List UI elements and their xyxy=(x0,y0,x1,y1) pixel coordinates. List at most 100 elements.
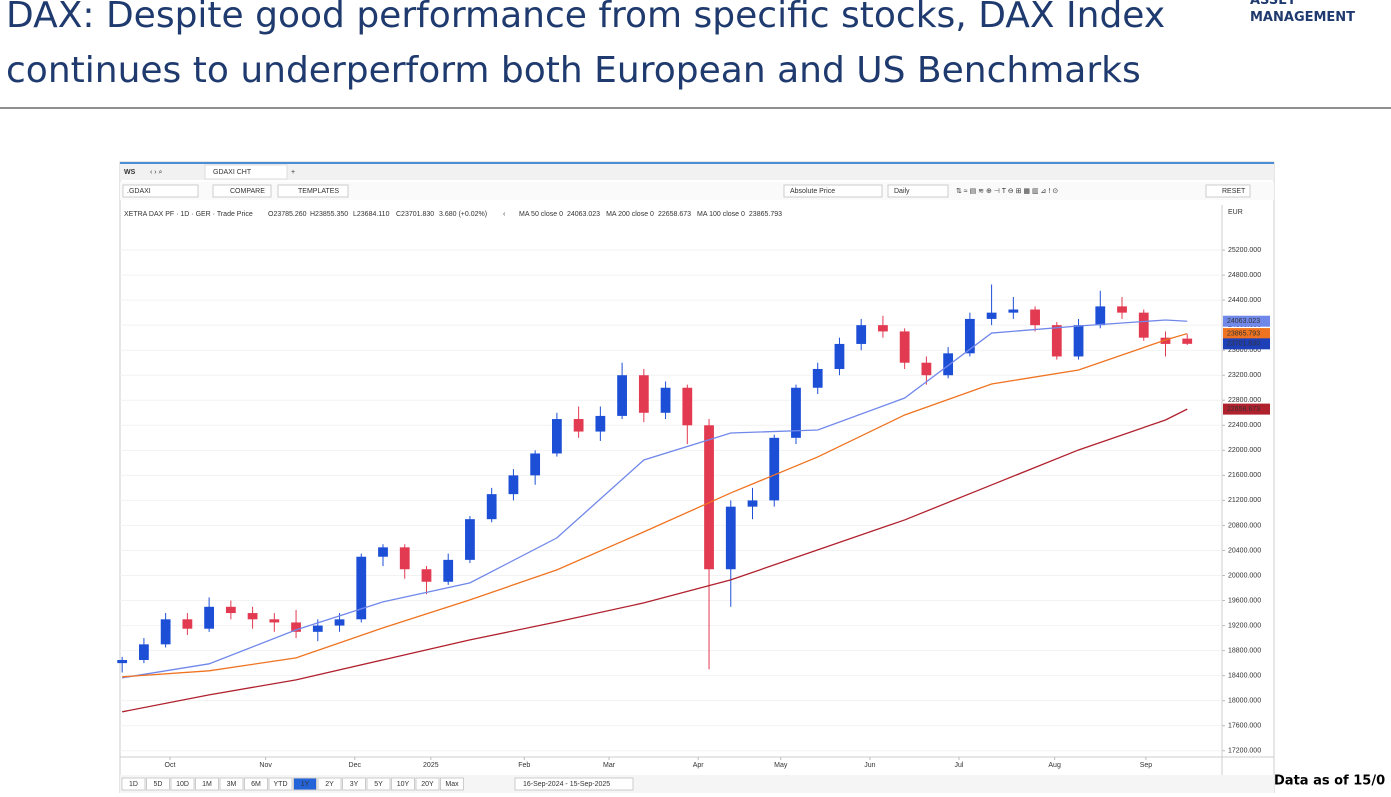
x-tick-label: Aug xyxy=(1048,762,1061,769)
candle-body xyxy=(1030,309,1040,326)
range-button[interactable] xyxy=(268,777,293,791)
price-badge-label: 24063.023 xyxy=(1227,318,1260,325)
candle-body xyxy=(117,659,128,664)
legend-entry: MA 100 close 0 xyxy=(697,211,745,218)
candle-body xyxy=(834,343,845,369)
range-label: 2Y xyxy=(325,781,334,788)
candle-body xyxy=(725,506,736,570)
range-label: 5D xyxy=(154,781,163,788)
price-badge-label: 23701.830 xyxy=(1227,341,1260,348)
range-button[interactable] xyxy=(293,777,317,791)
candle-body xyxy=(682,387,693,426)
interval: Daily xyxy=(894,188,910,195)
candle-body xyxy=(182,619,193,629)
range-button[interactable] xyxy=(121,777,146,791)
candle-body xyxy=(204,606,215,629)
y-tick-label: 22800.000 xyxy=(1228,397,1261,404)
tool-icons: ⇅ ≈ ▤ ≋ ⊕ ⊣ T ⊖ ⊞ ▦ ▥ ⊿ ! ⊙ xyxy=(956,188,1058,195)
range-button[interactable] xyxy=(342,777,366,791)
candle-body xyxy=(356,556,367,620)
y-tick-label: 18000.000 xyxy=(1228,698,1261,705)
y-tick-label: 19200.000 xyxy=(1228,622,1261,629)
y-tick-label: 18800.000 xyxy=(1228,647,1261,654)
range-button[interactable] xyxy=(219,777,244,791)
price-badge xyxy=(1223,338,1270,350)
candle-body xyxy=(704,425,714,570)
y-tick-label: 23200.000 xyxy=(1228,372,1261,379)
templates-button[interactable] xyxy=(277,184,349,198)
range-button[interactable] xyxy=(415,777,440,791)
title-line: continues to underperform both European … xyxy=(6,50,1141,91)
candle-body xyxy=(1160,337,1171,344)
date-range-box[interactable] xyxy=(514,777,634,791)
legend-value: 24063.023 xyxy=(567,211,600,218)
candle-body xyxy=(986,312,997,319)
tab[interactable] xyxy=(204,164,288,180)
candle-body xyxy=(812,368,823,388)
x-tick-label: Sep xyxy=(1140,762,1153,769)
range-buttons: 1D 5D 10D 1M 3M 6M YTD 1Y 2Y 3Y 5Y 10Y 20Y Max xyxy=(121,777,464,791)
candle-body xyxy=(334,619,345,626)
chart-frame xyxy=(119,161,1275,794)
candle-body xyxy=(421,569,432,582)
toolbar xyxy=(120,182,1274,200)
range-button[interactable] xyxy=(146,777,170,791)
y-tick-label: 20000.000 xyxy=(1228,572,1261,579)
compare: COMPARE xyxy=(230,188,265,195)
workspace[interactable]: WS xyxy=(124,169,136,176)
interval-select[interactable] xyxy=(887,184,949,198)
candle-body xyxy=(747,500,758,507)
x-tick-label: Mar xyxy=(603,762,616,769)
ric-input[interactable] xyxy=(122,184,199,198)
range-label: 5Y xyxy=(374,781,383,788)
range-label: 10Y xyxy=(397,781,410,788)
candle-body xyxy=(530,453,541,476)
x-tick-label: Oct xyxy=(165,762,176,769)
tab-bar xyxy=(120,162,1274,180)
logo-text: ASSET xyxy=(1250,0,1296,8)
range-button[interactable] xyxy=(195,777,219,791)
candle-body xyxy=(1182,338,1193,344)
y-tick-label: 24400.000 xyxy=(1228,297,1261,304)
ma-line xyxy=(122,332,1188,678)
range-button[interactable] xyxy=(170,777,195,791)
y-tick-label: 25200.000 xyxy=(1228,247,1261,254)
tab-accent xyxy=(120,162,1274,164)
y-tick-label: 17200.000 xyxy=(1228,748,1261,755)
legend-value: 23865.793 xyxy=(749,211,782,218)
logo-text: MANAGEMENT xyxy=(1250,10,1355,25)
y-tick-label: 24800.000 xyxy=(1228,272,1261,279)
range-button[interactable] xyxy=(317,777,342,791)
candle-body xyxy=(1138,312,1149,338)
ric: .GDAXI xyxy=(127,188,151,195)
candle-body xyxy=(1051,325,1062,357)
nav-icons: ‹ › ⌕ xyxy=(150,169,163,176)
candle-body xyxy=(225,606,236,614)
x-tick-label: Nov xyxy=(259,762,272,769)
legend-ohlc: O23785.260 xyxy=(268,211,307,218)
price-mode-select[interactable] xyxy=(783,184,883,198)
legend-toggle[interactable]: ‹ xyxy=(503,211,506,218)
candle-body xyxy=(595,415,606,432)
candle-body xyxy=(443,559,454,582)
y-tick-label: 18400.000 xyxy=(1228,672,1261,679)
range-label: YTD xyxy=(274,781,288,788)
candle-body xyxy=(964,318,975,354)
range-label: 1M xyxy=(202,781,212,788)
tab-label: GDAXI CHT xyxy=(213,169,252,176)
range-button[interactable] xyxy=(440,777,464,791)
candle-body xyxy=(660,387,671,413)
candle-body xyxy=(378,547,388,557)
candle-body xyxy=(899,331,910,363)
compare-button[interactable] xyxy=(212,184,272,198)
range-button[interactable] xyxy=(244,777,268,791)
x-tick-label: Jun xyxy=(864,762,875,769)
reset-button[interactable] xyxy=(1205,184,1251,198)
y-tick-label: 22000.000 xyxy=(1228,447,1261,454)
range-button[interactable] xyxy=(391,777,415,791)
price-badge xyxy=(1223,315,1270,327)
currency[interactable]: EUR xyxy=(1228,209,1243,216)
range-button[interactable] xyxy=(366,777,391,791)
add-tab[interactable]: + xyxy=(291,169,295,176)
candle-body xyxy=(160,619,171,645)
